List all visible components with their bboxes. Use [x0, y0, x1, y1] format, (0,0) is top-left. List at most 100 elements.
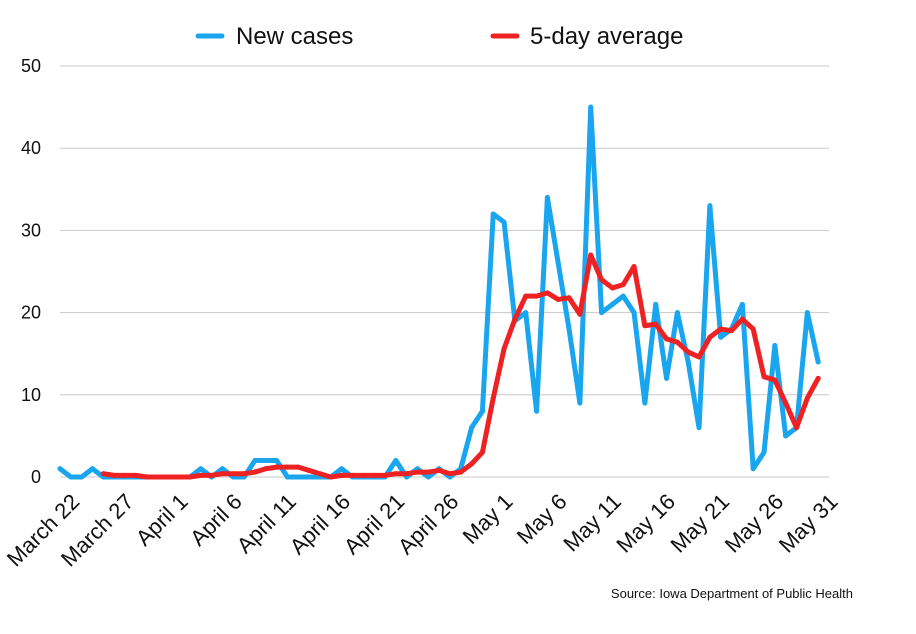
data-point-5-day-average	[425, 469, 431, 475]
y-tick-label: 40	[21, 138, 41, 158]
data-point-5-day-average	[761, 374, 767, 380]
data-point-new-cases	[599, 310, 605, 316]
y-tick-label: 20	[21, 303, 41, 323]
x-tick-label: May 16	[611, 489, 680, 558]
data-point-5-day-average	[685, 349, 691, 355]
data-point-5-day-average	[469, 461, 475, 467]
data-point-new-cases	[718, 334, 724, 340]
data-point-new-cases	[284, 474, 290, 480]
data-point-5-day-average	[479, 449, 485, 455]
data-point-5-day-average	[566, 295, 572, 301]
data-point-5-day-average	[393, 471, 399, 477]
data-point-5-day-average	[349, 472, 355, 478]
data-point-new-cases	[566, 326, 572, 332]
data-point-new-cases	[490, 211, 496, 217]
legend-label-5-day-average: 5-day average	[530, 23, 683, 50]
data-point-new-cases	[263, 458, 269, 464]
x-tick-label: April 21	[339, 489, 409, 559]
data-point-new-cases	[642, 400, 648, 406]
data-point-new-cases	[79, 474, 85, 480]
data-point-new-cases	[555, 260, 561, 266]
series-lines	[57, 104, 821, 480]
data-point-new-cases	[274, 458, 280, 464]
data-point-5-day-average	[100, 471, 106, 477]
data-point-new-cases	[295, 474, 301, 480]
data-point-5-day-average	[176, 474, 182, 480]
data-point-5-day-average	[577, 311, 583, 317]
data-point-5-day-average	[620, 282, 626, 288]
data-point-new-cases	[425, 474, 431, 480]
data-point-5-day-average	[588, 252, 594, 258]
data-point-new-cases	[664, 375, 670, 381]
data-point-5-day-average	[804, 395, 810, 401]
data-point-new-cases	[544, 195, 550, 201]
data-point-5-day-average	[230, 471, 236, 477]
series-points-5-day-average	[100, 252, 821, 480]
data-point-5-day-average	[360, 472, 366, 478]
data-point-new-cases	[707, 203, 713, 209]
data-point-new-cases	[198, 466, 204, 472]
series-line-5-day-average	[100, 252, 821, 480]
x-tick-label: April 16	[285, 489, 355, 559]
data-point-5-day-average	[414, 469, 420, 475]
data-point-new-cases	[501, 219, 507, 225]
data-point-5-day-average	[729, 328, 735, 334]
x-tick-label: May 11	[558, 489, 626, 557]
data-point-new-cases	[804, 310, 810, 316]
data-point-5-day-average	[284, 464, 290, 470]
data-point-new-cases	[339, 466, 345, 472]
data-point-5-day-average	[306, 467, 312, 473]
data-point-new-cases	[89, 466, 95, 472]
data-point-new-cases	[739, 301, 745, 307]
data-point-5-day-average	[794, 425, 800, 431]
data-point-new-cases	[674, 310, 680, 316]
data-point-5-day-average	[501, 346, 507, 352]
data-point-5-day-average	[599, 277, 605, 283]
data-point-5-day-average	[653, 321, 659, 327]
data-point-new-cases	[306, 474, 312, 480]
data-point-5-day-average	[122, 472, 128, 478]
data-point-5-day-average	[707, 334, 713, 340]
data-point-new-cases	[696, 425, 702, 431]
data-point-5-day-average	[696, 354, 702, 360]
data-point-new-cases	[761, 449, 767, 455]
data-point-5-day-average	[544, 290, 550, 296]
data-point-5-day-average	[631, 264, 637, 270]
data-point-new-cases	[479, 408, 485, 414]
data-point-5-day-average	[209, 472, 215, 478]
data-point-new-cases	[783, 433, 789, 439]
data-point-5-day-average	[252, 469, 258, 475]
data-point-5-day-average	[241, 471, 247, 477]
data-point-5-day-average	[512, 316, 518, 322]
data-point-5-day-average	[436, 467, 442, 473]
data-point-5-day-average	[274, 464, 280, 470]
x-tick-label: May 31	[774, 489, 843, 558]
data-point-5-day-average	[523, 293, 529, 299]
x-tick-label: May 21	[666, 489, 735, 558]
source-note: Source: Iowa Department of Public Health	[611, 586, 853, 601]
data-point-5-day-average	[133, 472, 139, 478]
data-point-5-day-average	[718, 326, 724, 332]
data-point-new-cases	[57, 466, 63, 472]
data-point-new-cases	[469, 425, 475, 431]
data-point-5-day-average	[664, 336, 670, 342]
data-point-new-cases	[685, 359, 691, 365]
data-point-5-day-average	[609, 285, 615, 291]
data-point-5-day-average	[490, 395, 496, 401]
data-point-5-day-average	[111, 472, 117, 478]
data-point-5-day-average	[555, 296, 561, 302]
data-point-new-cases	[393, 458, 399, 464]
data-point-new-cases	[523, 310, 529, 316]
x-tick-label: May 1	[458, 489, 518, 549]
data-point-5-day-average	[187, 474, 193, 480]
y-tick-label: 10	[21, 385, 41, 405]
data-point-5-day-average	[739, 316, 745, 322]
data-point-5-day-average	[458, 469, 464, 475]
data-point-new-cases	[219, 466, 225, 472]
x-tick-label: May 26	[720, 489, 789, 558]
data-point-5-day-average	[815, 375, 821, 381]
data-point-new-cases	[252, 458, 258, 464]
data-point-new-cases	[620, 293, 626, 299]
